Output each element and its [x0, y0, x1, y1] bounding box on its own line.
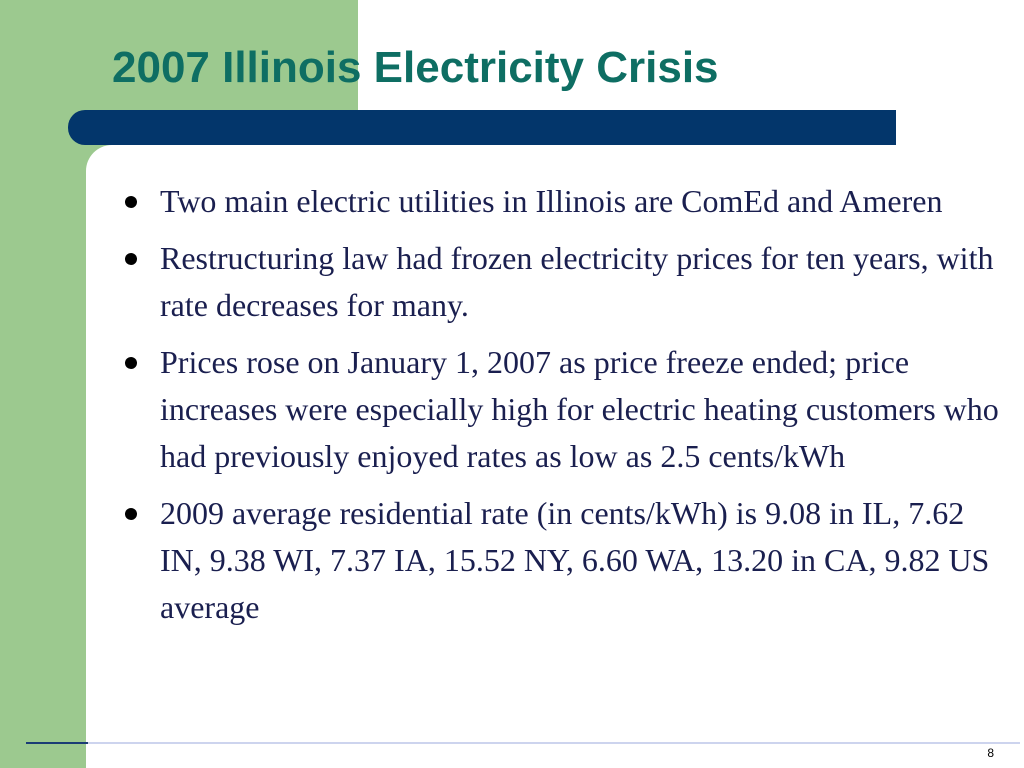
footer-divider [26, 742, 1020, 744]
bullet-text: Prices rose on January 1, 2007 as price … [160, 344, 999, 474]
bullet-text: Restructuring law had frozen electricity… [160, 240, 994, 323]
bullet-dot-icon [125, 357, 137, 369]
bullet-item: Two main electric utilities in Illinois … [122, 178, 1002, 225]
bullet-dot-icon [125, 508, 137, 520]
bullet-list: Two main electric utilities in Illinois … [122, 178, 1002, 641]
page-number: 8 [987, 746, 994, 760]
bullet-item: 2009 average residential rate (in cents/… [122, 490, 1002, 631]
bullet-text: Two main electric utilities in Illinois … [160, 183, 943, 219]
slide-title: 2007 Illinois Electricity Crisis [112, 43, 719, 92]
bullet-text: 2009 average residential rate (in cents/… [160, 495, 990, 625]
footer-divider-accent [26, 742, 88, 744]
bullet-item: Prices rose on January 1, 2007 as price … [122, 339, 1002, 480]
content-area [86, 145, 1024, 768]
bullet-dot-icon [125, 196, 137, 208]
bullet-item: Restructuring law had frozen electricity… [122, 235, 1002, 329]
bullet-dot-icon [125, 253, 137, 265]
title-underline-bar [68, 110, 896, 145]
